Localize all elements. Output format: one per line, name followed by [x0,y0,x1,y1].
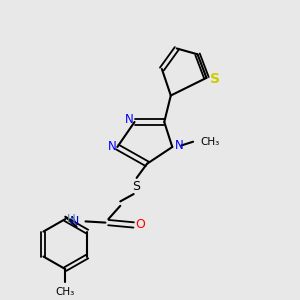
Text: S: S [133,180,141,193]
Text: H: H [67,213,76,226]
Text: N: N [175,139,183,152]
Text: N: N [108,140,116,154]
Text: CH₃: CH₃ [200,137,220,147]
Text: S: S [210,72,220,86]
Text: N: N [70,215,80,228]
Text: N: N [125,112,134,125]
Text: CH₃: CH₃ [56,287,75,297]
Text: O: O [135,218,145,231]
